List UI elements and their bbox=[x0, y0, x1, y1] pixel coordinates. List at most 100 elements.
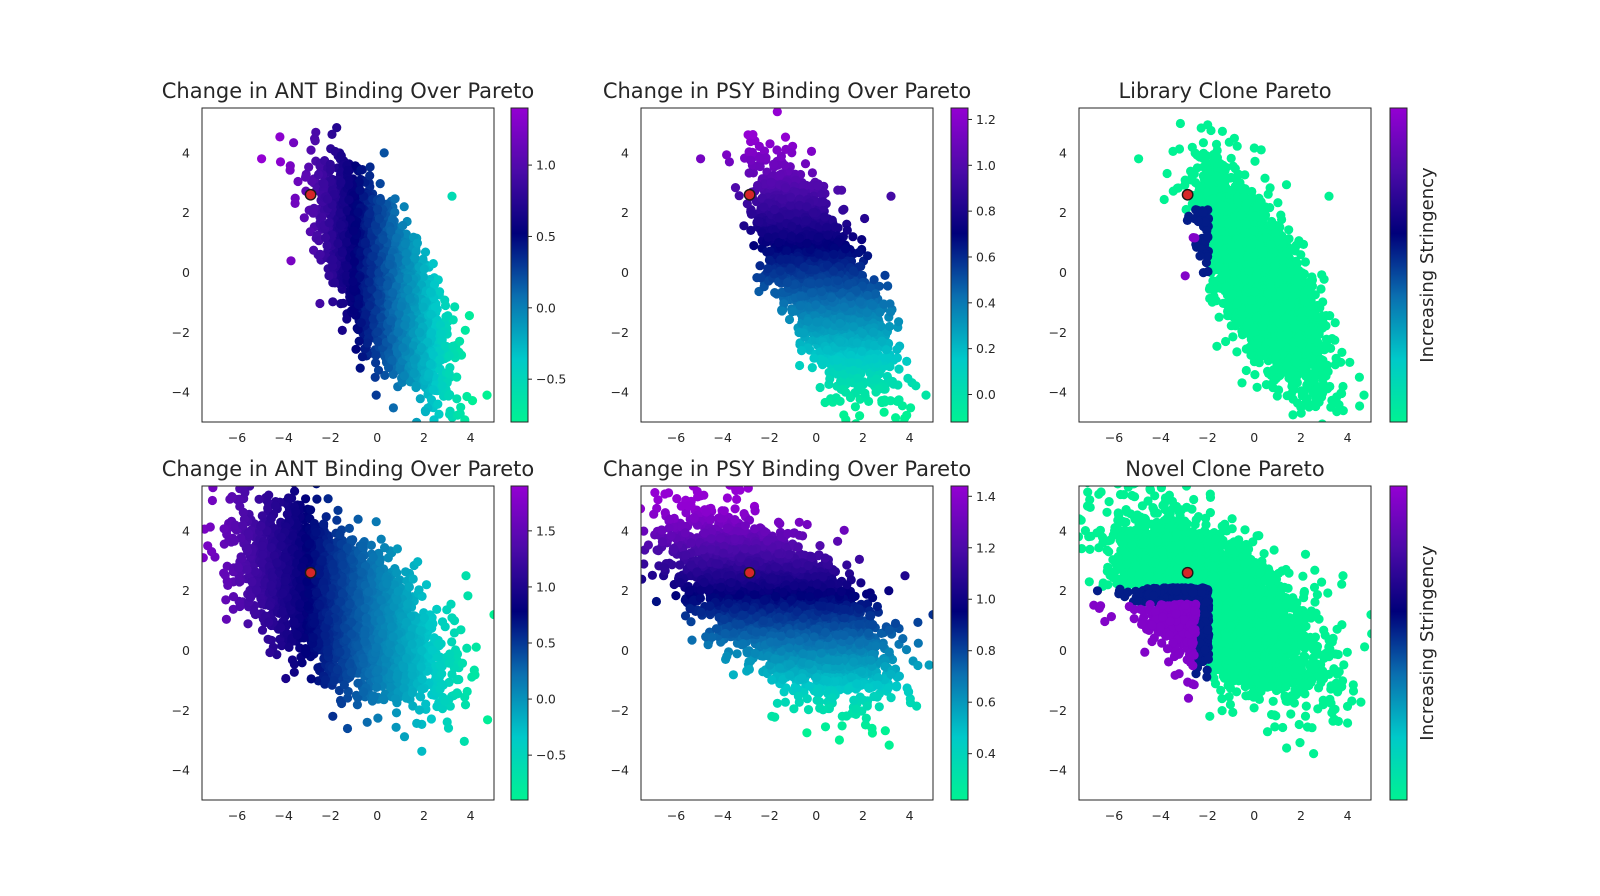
scatter-point bbox=[405, 294, 415, 304]
scatter-point bbox=[433, 399, 443, 409]
scatter-point bbox=[424, 369, 434, 379]
scatter-point bbox=[380, 370, 390, 380]
scatter-point bbox=[430, 302, 440, 312]
scatter-point bbox=[428, 350, 438, 360]
scatter-point bbox=[448, 341, 458, 351]
scatter-point bbox=[401, 256, 411, 266]
scatter-point bbox=[772, 108, 782, 117]
scatter-point bbox=[324, 218, 334, 228]
scatter-point bbox=[348, 226, 359, 236]
scatter-point bbox=[338, 298, 348, 308]
scatter-point bbox=[315, 249, 325, 259]
y-tick-label: −4 bbox=[172, 385, 190, 400]
panel-title: Change in PSY Binding Over Pareto bbox=[603, 79, 971, 103]
scatter-point bbox=[857, 235, 867, 245]
scatter-point bbox=[456, 402, 466, 412]
scatter-points bbox=[257, 123, 494, 422]
scatter-point bbox=[443, 391, 454, 401]
scatter-point bbox=[285, 161, 295, 171]
scatter-point bbox=[290, 198, 300, 208]
scatter-point bbox=[327, 129, 337, 139]
y-tick-label: 4 bbox=[182, 145, 190, 160]
scatter-point bbox=[462, 391, 472, 402]
scatter-point bbox=[341, 262, 352, 272]
scatter-point bbox=[327, 261, 338, 271]
scatter-point bbox=[371, 390, 381, 400]
scatter-point bbox=[286, 256, 296, 266]
scatter-point bbox=[460, 325, 470, 335]
scatter-point bbox=[332, 123, 342, 133]
scatter-point bbox=[420, 247, 431, 257]
colorbar-tick-label: 0.5 bbox=[536, 229, 556, 244]
scatter-point bbox=[419, 264, 429, 274]
y-tick-label: −2 bbox=[172, 325, 190, 340]
scatter-point bbox=[351, 344, 361, 354]
scatter-point bbox=[337, 247, 347, 258]
scatter-point bbox=[360, 237, 370, 247]
scatter-point bbox=[368, 314, 378, 324]
scatter-point bbox=[373, 337, 383, 347]
scatter-point bbox=[734, 191, 744, 201]
scatter-point bbox=[399, 371, 409, 381]
reference-point bbox=[304, 188, 317, 201]
scatter-point bbox=[293, 176, 303, 187]
scatter-point bbox=[356, 165, 366, 175]
scatter-point bbox=[363, 218, 373, 228]
scatter-point bbox=[310, 136, 320, 146]
scatter-point bbox=[455, 336, 465, 346]
scatter-point bbox=[746, 225, 756, 235]
scatter-point bbox=[342, 314, 352, 324]
scatter-point bbox=[306, 145, 316, 155]
scatter-point bbox=[388, 369, 398, 379]
scatter-point bbox=[354, 336, 364, 346]
scatter-point bbox=[370, 372, 380, 382]
scatter-point bbox=[357, 352, 367, 362]
scatter-point bbox=[275, 132, 285, 142]
axes-frame bbox=[201, 107, 495, 423]
scatter-point bbox=[388, 403, 398, 413]
scatter-point bbox=[460, 419, 470, 422]
scatter-point bbox=[365, 209, 375, 219]
scatter-point bbox=[371, 306, 381, 316]
scatter-point bbox=[365, 300, 375, 311]
scatter-point bbox=[429, 415, 439, 422]
scatter-point bbox=[373, 365, 384, 375]
scatter-point bbox=[482, 390, 492, 400]
x-tick-label: 0 bbox=[373, 430, 381, 445]
scatter-point bbox=[415, 394, 425, 404]
x-tick-label: 4 bbox=[467, 430, 475, 445]
scatter-point bbox=[425, 287, 436, 297]
scatter-point bbox=[445, 406, 455, 416]
scatter-point bbox=[365, 162, 375, 172]
scatter-point bbox=[373, 204, 383, 214]
scatter-point bbox=[394, 309, 404, 319]
scatter-point bbox=[387, 355, 397, 365]
scatter-point bbox=[341, 271, 352, 281]
scatter-point bbox=[464, 311, 474, 321]
scatter-point bbox=[301, 172, 311, 182]
scatter-point bbox=[370, 244, 380, 254]
scatter-point bbox=[410, 253, 420, 263]
colorbar-tick-label: 1.0 bbox=[536, 158, 556, 173]
scatter-point bbox=[374, 214, 384, 224]
scatter-point bbox=[395, 274, 405, 284]
scatter-point bbox=[401, 249, 411, 259]
scatter-point bbox=[330, 278, 340, 288]
scatter-point bbox=[400, 320, 410, 330]
scatter-point bbox=[387, 214, 398, 224]
scatter-point bbox=[355, 185, 365, 195]
scatter-point bbox=[364, 277, 374, 287]
scatter-point bbox=[356, 247, 366, 257]
scatter-point bbox=[322, 240, 332, 251]
scatter-point bbox=[392, 233, 402, 243]
scatter-point bbox=[447, 191, 457, 201]
scatter-point bbox=[880, 270, 890, 280]
scatter-point bbox=[333, 238, 343, 249]
scatter-point bbox=[423, 337, 433, 347]
scatter-point bbox=[362, 338, 372, 348]
scatter-point bbox=[371, 350, 381, 360]
scatter-point bbox=[379, 148, 389, 158]
scatter-point bbox=[319, 179, 329, 189]
scatter-point bbox=[344, 195, 354, 205]
